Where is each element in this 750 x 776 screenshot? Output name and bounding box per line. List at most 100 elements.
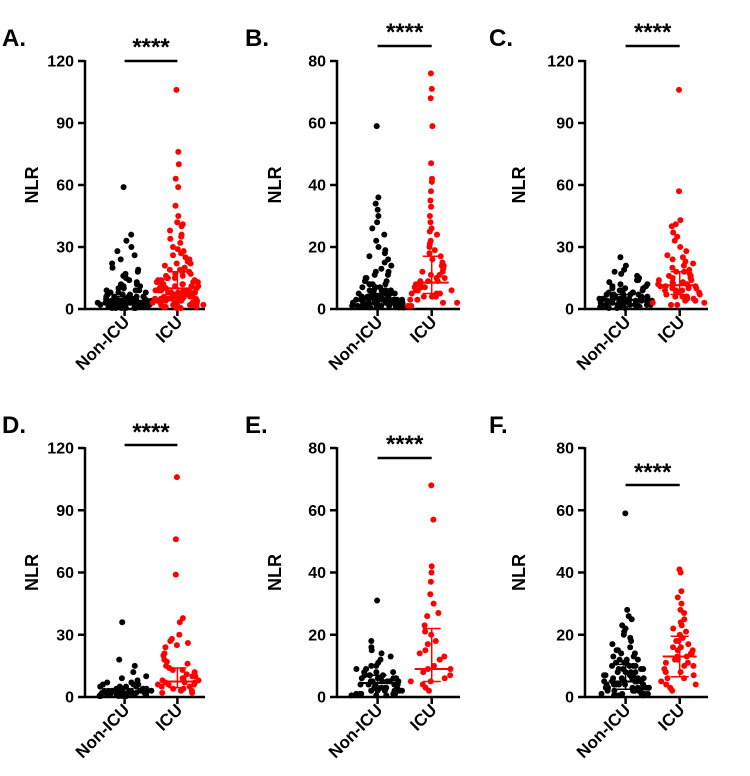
icu-point (419, 268, 426, 275)
icu-point (407, 678, 414, 685)
icu-point (427, 95, 434, 102)
non-icu-point (622, 510, 629, 517)
non-icu-point (114, 248, 121, 255)
icu-point (170, 252, 176, 259)
non-icu-point (131, 691, 137, 698)
icu-point (428, 160, 435, 167)
y-axis-label: NLR (22, 167, 42, 204)
icu-point (193, 303, 200, 310)
significance-label: **** (634, 459, 672, 486)
icu-point (430, 516, 437, 523)
non-icu-point (131, 252, 138, 259)
icu-point (431, 662, 437, 669)
icu-point (172, 175, 179, 182)
non-icu-point (624, 606, 631, 613)
icu-point (663, 291, 670, 298)
significance-label: **** (386, 431, 424, 458)
icu-point (685, 641, 692, 648)
non-icu-point (598, 690, 605, 697)
icu-point (426, 687, 432, 694)
non-icu-point (611, 687, 618, 694)
x-category-label: Non-ICU (573, 700, 635, 762)
non-icu-point (130, 669, 137, 676)
icu-point (670, 229, 677, 236)
icu-point (427, 219, 434, 226)
icu-point (407, 296, 414, 303)
non-icu-point (604, 687, 611, 694)
non-icu-point (381, 231, 388, 238)
icu-point (658, 678, 665, 685)
non-icu-point (609, 662, 615, 669)
icu-point (161, 262, 168, 269)
icu-point (677, 669, 684, 676)
icu-point (440, 299, 446, 306)
non-icu-point (118, 305, 125, 311)
panel-label: B. (245, 25, 269, 52)
non-icu-point (627, 301, 634, 308)
icu-point (174, 219, 181, 226)
icu-point (668, 223, 675, 230)
non-icu-point (374, 206, 381, 213)
icu-point (690, 662, 697, 669)
icu-point (173, 305, 180, 311)
panel-label: E. (245, 412, 268, 439)
non-icu-point (621, 266, 628, 273)
y-tick-label: 30 (56, 240, 74, 257)
icu-point (428, 563, 435, 570)
non-icu-point (109, 264, 116, 271)
non-icu-point (639, 692, 646, 699)
non-icu-point (638, 666, 644, 672)
non-icu-point (381, 250, 388, 257)
non-icu-point (611, 268, 618, 275)
panel-6: F. NLR 0 20 40 60 80 Non-ICU ICU **** (489, 412, 708, 762)
icu-point (663, 681, 670, 688)
x-category-label: Non-ICU (72, 312, 134, 374)
non-icu-point (97, 683, 104, 690)
panel-2: B. NLR 0 20 40 60 80 Non-ICU ICU **** (245, 19, 461, 374)
non-icu-point (609, 641, 616, 648)
non-icu-point (605, 305, 612, 311)
non-icu-point (617, 281, 624, 288)
icu-point (177, 687, 184, 694)
icu-point (174, 246, 181, 253)
non-icu-point (371, 271, 378, 278)
icu-point (163, 275, 170, 281)
icu-point (165, 681, 172, 688)
icu-point (187, 270, 194, 277)
non-icu-point (369, 225, 376, 232)
non-icu-point (136, 287, 143, 294)
non-icu-point (119, 619, 126, 626)
y-tick-label: 60 (56, 178, 74, 195)
icu-point (178, 223, 185, 230)
icu-point (167, 638, 174, 644)
non-icu-point (348, 692, 355, 699)
non-icu-point (373, 692, 380, 699)
icu-point (170, 685, 177, 692)
icu-point (176, 619, 183, 626)
non-icu-point (381, 259, 388, 266)
non-icu-point (128, 231, 135, 238)
y-tick-label: 0 (565, 690, 574, 707)
non-icu-point (117, 256, 124, 263)
non-icu-point (627, 644, 634, 651)
icu-point (677, 569, 684, 576)
icu-point (677, 217, 684, 224)
icu-point (183, 671, 190, 678)
y-tick-label: 30 (56, 627, 74, 644)
y-tick-label: 40 (308, 178, 326, 195)
y-tick-label: 30 (556, 240, 574, 257)
significance-label: **** (132, 419, 170, 446)
y-tick-label: 80 (308, 54, 326, 71)
non-icu-point (375, 213, 382, 219)
non-icu-point (373, 304, 380, 311)
non-icu-point (115, 285, 122, 292)
non-icu-point (614, 669, 621, 676)
icu-point (158, 683, 165, 690)
icu-point (690, 672, 697, 679)
icu-point (181, 679, 188, 686)
non-icu-point (628, 616, 635, 623)
icu-point (159, 689, 166, 696)
icu-point (175, 213, 182, 219)
icu-point (678, 588, 685, 595)
